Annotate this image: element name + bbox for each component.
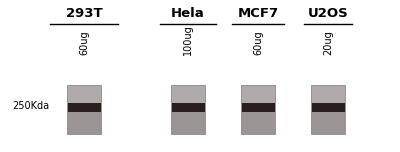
Text: Hela: Hela xyxy=(171,7,205,20)
Bar xyxy=(171,103,205,112)
Text: U2OS: U2OS xyxy=(308,7,348,20)
Bar xyxy=(67,109,101,134)
Bar xyxy=(311,109,345,134)
Text: 100ug: 100ug xyxy=(183,25,193,55)
Bar xyxy=(171,85,205,109)
Bar xyxy=(311,85,345,109)
Bar xyxy=(241,85,275,134)
Bar xyxy=(67,85,101,109)
Bar xyxy=(241,109,275,134)
Text: 20ug: 20ug xyxy=(323,31,333,55)
Bar xyxy=(67,103,101,112)
Text: MCF7: MCF7 xyxy=(238,7,278,20)
Text: 250Kda: 250Kda xyxy=(12,101,49,111)
Text: 293T: 293T xyxy=(66,7,102,20)
Bar xyxy=(67,85,101,134)
Text: 60ug: 60ug xyxy=(253,31,263,55)
Bar xyxy=(171,85,205,134)
Bar xyxy=(171,109,205,134)
Bar xyxy=(311,103,345,112)
Bar xyxy=(241,85,275,109)
Bar xyxy=(241,103,275,112)
Bar xyxy=(311,85,345,134)
Text: 60ug: 60ug xyxy=(79,31,89,55)
